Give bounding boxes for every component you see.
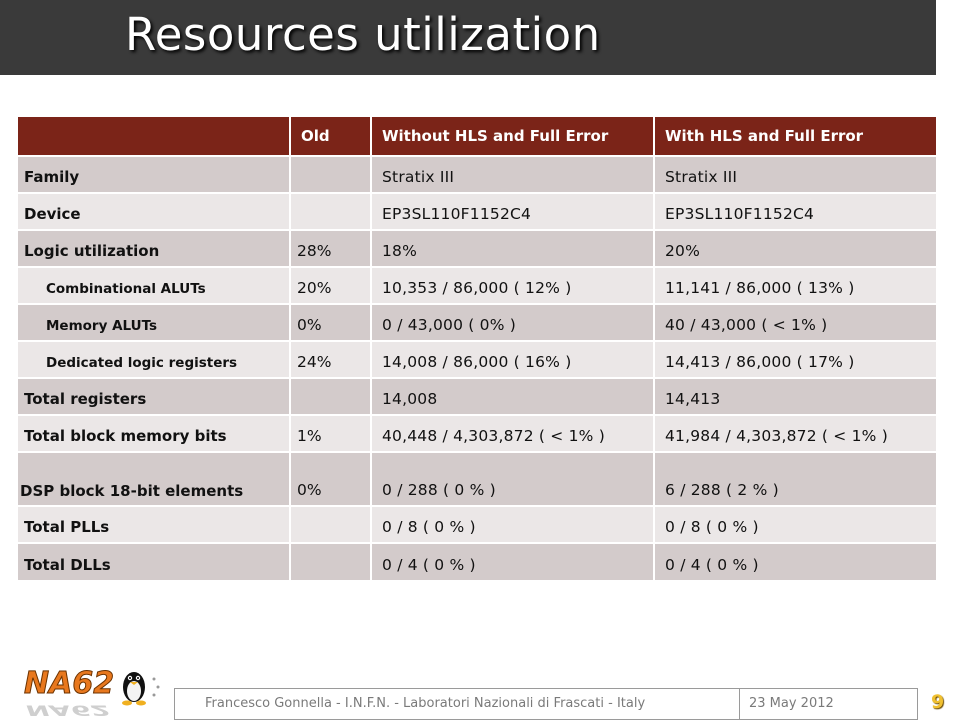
cell-without-hls: 0 / 4 ( 0 % ): [371, 542, 655, 580]
cell-old: [290, 155, 372, 193]
na62-logo: NA62 NA62: [22, 657, 172, 718]
cell-without-hls: EP3SL110F1152C4: [371, 192, 655, 230]
header-cell-empty: [18, 117, 291, 156]
table-header-row: Old Without HLS and Full Error With HLS …: [18, 117, 936, 156]
na62-logo-graphic: NA62 NA62: [24, 666, 160, 718]
row-label: Total block memory bits: [18, 414, 291, 452]
slide-title: Resources utilization: [125, 8, 601, 61]
header-cell-old: Old: [290, 117, 372, 156]
penguin-icon: [122, 672, 146, 706]
cell-with-hls: 6 / 288 ( 2 % ): [654, 451, 936, 506]
cell-without-hls: 40,448 / 4,303,872 ( < 1% ): [371, 414, 655, 452]
cell-old: 0%: [290, 303, 372, 341]
cell-old: 24%: [290, 340, 372, 378]
cell-with-hls: EP3SL110F1152C4: [654, 192, 936, 230]
row-label: Total PLLs: [18, 505, 291, 543]
table-row: Dedicated logic registers 24% 14,008 / 8…: [18, 340, 936, 378]
footer-divider: [739, 689, 740, 719]
cell-old: 28%: [290, 229, 372, 267]
cell-without-hls: 0 / 43,000 ( 0% ): [371, 303, 655, 341]
cell-old: [290, 192, 372, 230]
cell-without-hls: 10,353 / 86,000 ( 12% ): [371, 266, 655, 304]
table-row: Total PLLs 0 / 8 ( 0 % ) 0 / 8 ( 0 % ): [18, 505, 936, 543]
logo-text: NA62: [24, 666, 114, 701]
cell-with-hls: 11,141 / 86,000 ( 13% ): [654, 266, 936, 304]
cell-without-hls: 0 / 8 ( 0 % ): [371, 505, 655, 543]
title-bar: Resources utilization: [0, 0, 936, 75]
cell-with-hls: 0 / 8 ( 0 % ): [654, 505, 936, 543]
cell-old: [290, 505, 372, 543]
cell-with-hls: Stratix III: [654, 155, 936, 193]
table-row: Total block memory bits 1% 40,448 / 4,30…: [18, 414, 936, 452]
cell-old: [290, 542, 372, 580]
row-label: Total registers: [18, 377, 291, 415]
row-label: Total DLLs: [18, 542, 291, 580]
row-label: Dedicated logic registers: [18, 340, 291, 378]
row-label: Logic utilization: [18, 229, 291, 267]
header-cell-without-hls: Without HLS and Full Error: [371, 117, 655, 156]
table-row: Combinational ALUTs 20% 10,353 / 86,000 …: [18, 266, 936, 304]
cell-with-hls: 0 / 4 ( 0 % ): [654, 542, 936, 580]
table-row: DSP block 18-bit elements 0% 0 / 288 ( 0…: [18, 451, 936, 506]
page-number: 9: [931, 691, 945, 713]
cell-with-hls: 40 / 43,000 ( < 1% ): [654, 303, 936, 341]
cell-with-hls: 14,413: [654, 377, 936, 415]
row-label: Family: [18, 155, 291, 193]
footer: Francesco Gonnella - I.N.F.N. - Laborato…: [174, 688, 918, 720]
cell-with-hls: 14,413 / 86,000 ( 17% ): [654, 340, 936, 378]
cell-old: 20%: [290, 266, 372, 304]
table-row: Total DLLs 0 / 4 ( 0 % ) 0 / 4 ( 0 % ): [18, 542, 936, 580]
table-row: Memory ALUTs 0% 0 / 43,000 ( 0% ) 40 / 4…: [18, 303, 936, 341]
footer-author: Francesco Gonnella - I.N.F.N. - Laborato…: [205, 696, 646, 711]
cell-without-hls: 18%: [371, 229, 655, 267]
header-cell-with-hls: With HLS and Full Error: [654, 117, 936, 156]
cell-old: 1%: [290, 414, 372, 452]
table-row: Total registers 14,008 14,413: [18, 377, 936, 415]
cell-with-hls: 41,984 / 4,303,872 ( < 1% ): [654, 414, 936, 452]
resources-table: Old Without HLS and Full Error With HLS …: [18, 117, 936, 580]
cell-with-hls: 20%: [654, 229, 936, 267]
table-row: Logic utilization 28% 18% 20%: [18, 229, 936, 267]
table-row: Device EP3SL110F1152C4 EP3SL110F1152C4: [18, 192, 936, 230]
cell-without-hls: Stratix III: [371, 155, 655, 193]
row-label: Memory ALUTs: [18, 303, 291, 341]
cell-without-hls: 14,008 / 86,000 ( 16% ): [371, 340, 655, 378]
cell-old: 0%: [290, 451, 372, 506]
cell-without-hls: 0 / 288 ( 0 % ): [371, 451, 655, 506]
row-label: Combinational ALUTs: [18, 266, 291, 304]
table-row: Family Stratix III Stratix III: [18, 155, 936, 193]
logo-reflection: NA62: [26, 702, 110, 717]
footer-date: 23 May 2012: [749, 696, 834, 711]
cell-without-hls: 14,008: [371, 377, 655, 415]
row-label: DSP block 18-bit elements: [18, 451, 291, 506]
cell-old: [290, 377, 372, 415]
row-label: Device: [18, 192, 291, 230]
